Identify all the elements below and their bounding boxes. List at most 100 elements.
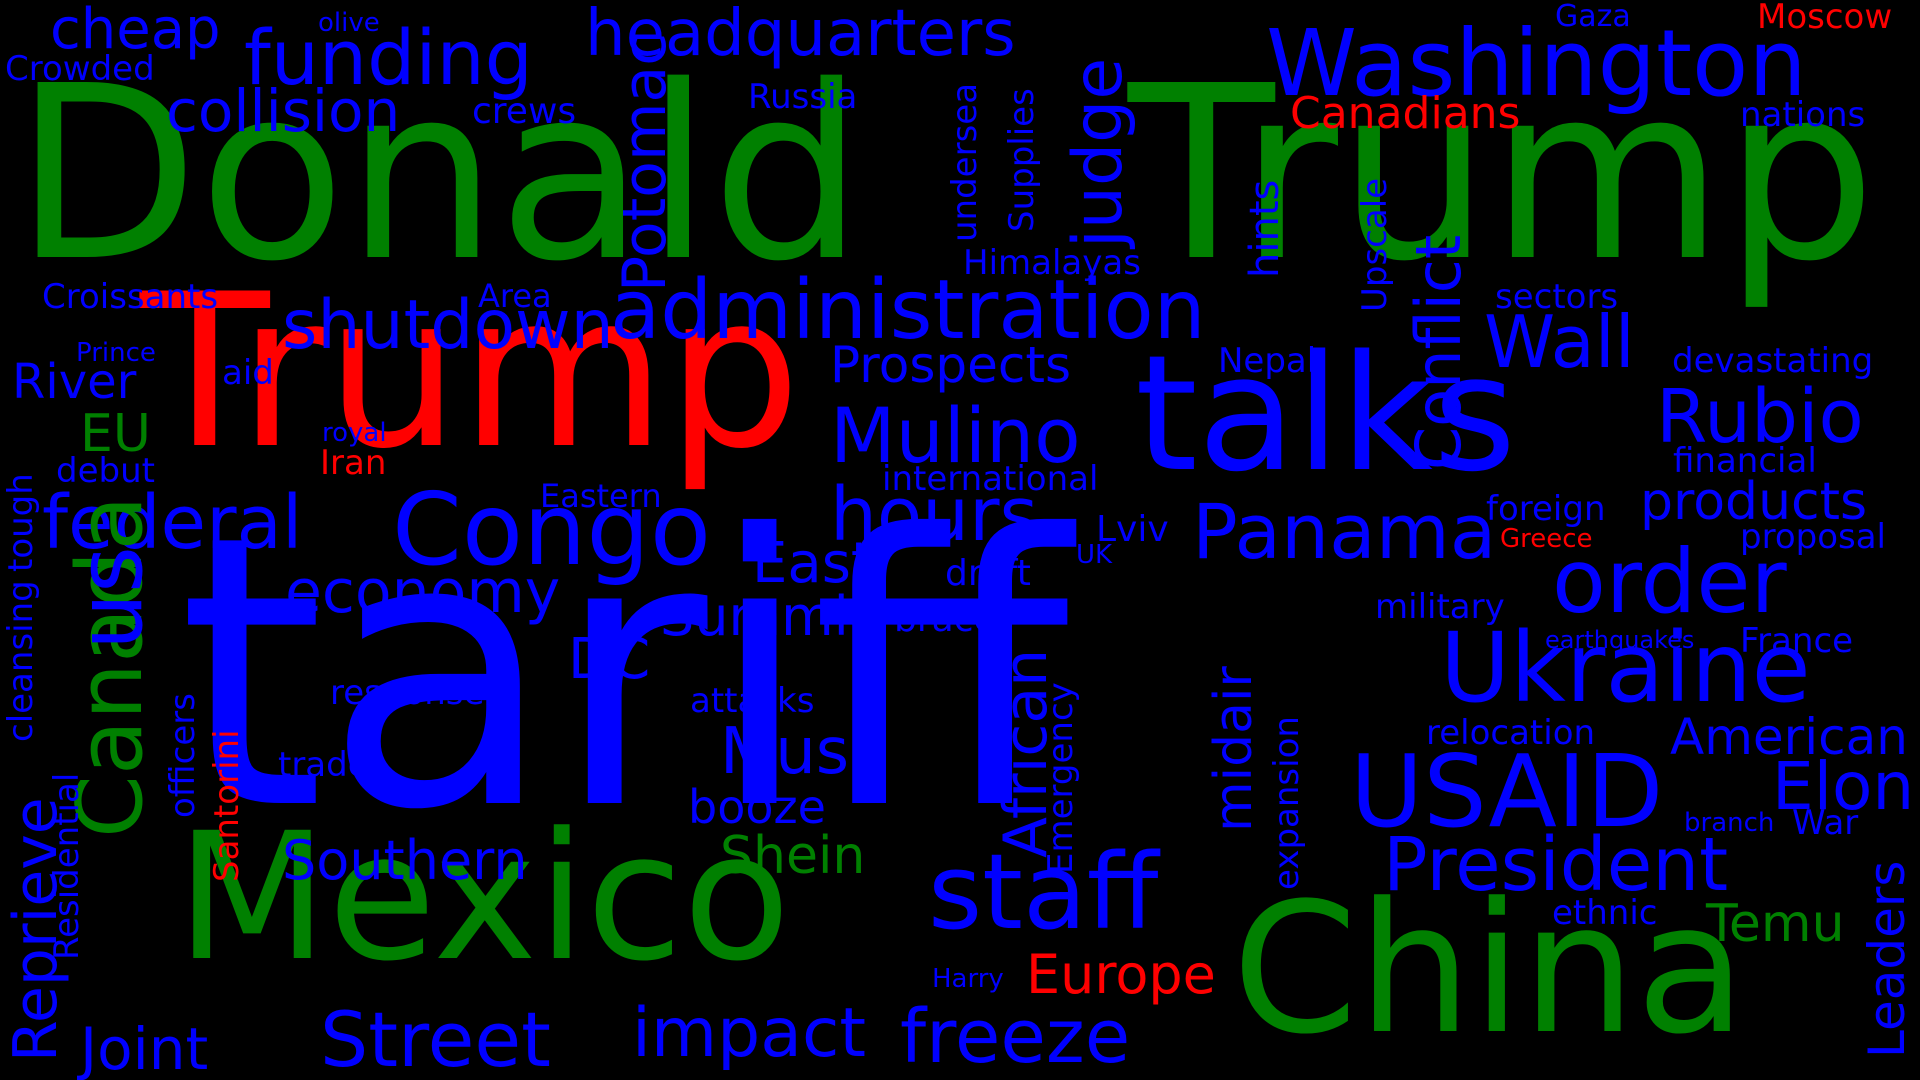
- word-olive: olive: [318, 8, 380, 38]
- word-order: order: [1552, 530, 1787, 633]
- word-panama: Panama: [1192, 487, 1497, 576]
- word-collision: collision: [166, 77, 401, 145]
- word-river: River: [12, 354, 137, 410]
- word-crews: crews: [472, 91, 577, 132]
- word-potomac: Potomac: [610, 32, 680, 292]
- word-street: Street: [320, 995, 551, 1080]
- word-conflict: Conflict: [1402, 234, 1475, 470]
- word-joint: Joint: [80, 1015, 209, 1080]
- word-military: military: [1375, 587, 1505, 627]
- word-croissants: Croissants: [42, 277, 219, 317]
- word-federal: federal: [42, 480, 303, 566]
- word-supplies: Supplies: [1002, 88, 1042, 232]
- word-talks: talks: [1135, 320, 1517, 507]
- word-hours: hours: [830, 472, 1039, 558]
- word-us: us: [58, 546, 163, 650]
- word-products: products: [1640, 472, 1868, 532]
- word-china: China: [1232, 865, 1747, 1074]
- word-mexico: Mexico: [176, 795, 791, 1000]
- word-judge: judge: [1059, 57, 1138, 248]
- word-residential: Residential: [47, 772, 87, 960]
- word-midair: midair: [1204, 666, 1264, 832]
- word-war: War: [1792, 803, 1859, 843]
- word-trade: trade: [278, 745, 369, 785]
- word-nepal: Nepal: [1218, 341, 1317, 381]
- word-staff: staff: [928, 831, 1159, 953]
- word-royal: royal: [322, 418, 387, 448]
- word-hints: hints: [1242, 179, 1288, 278]
- word-eu: EU: [80, 404, 151, 464]
- word-draft: draft: [945, 553, 1031, 594]
- word-president: President: [1383, 822, 1729, 908]
- word-attacks: attacks: [690, 681, 815, 721]
- word-freeze: freeze: [900, 994, 1131, 1080]
- word-cheap: cheap: [50, 0, 221, 62]
- word-trump-red: Trump: [140, 248, 801, 495]
- word-uk: UK: [1076, 540, 1113, 570]
- word-area: Area: [478, 277, 552, 315]
- word-prospects: Prospects: [830, 336, 1072, 394]
- word-russia: Russia: [748, 77, 858, 117]
- word-crowded: Crowded: [5, 49, 155, 89]
- word-dc: DC: [568, 627, 651, 692]
- word-lviv: Lviv: [1096, 509, 1169, 550]
- word-wall: Wall: [1484, 300, 1635, 384]
- word-tariff: tariff: [178, 457, 1070, 892]
- word-shein: Shein: [720, 826, 866, 886]
- word-shutdown: shutdown: [282, 286, 614, 365]
- word-canadians: Canadians: [1290, 88, 1521, 139]
- word-cleansing: cleansing: [1, 580, 41, 742]
- word-prince: Prince: [76, 338, 156, 368]
- word-expansion: expansion: [1267, 716, 1307, 890]
- word-relocation: relocation: [1426, 713, 1596, 753]
- word-impact: impact: [632, 994, 867, 1073]
- word-east: East: [752, 531, 873, 596]
- word-usaid: USAID: [1350, 733, 1664, 850]
- word-iran: Iran: [320, 443, 387, 483]
- word-himalayas: Himalayas: [963, 243, 1141, 283]
- word-sectors: sectors: [1495, 277, 1619, 317]
- word-international: international: [882, 459, 1099, 499]
- word-ukraine: Ukraine: [1440, 612, 1811, 724]
- word-temu: Temu: [1706, 894, 1845, 954]
- word-donald: Donald: [14, 34, 864, 314]
- word-trump-green: Trump: [1128, 34, 1877, 314]
- word-southern: Southern: [282, 829, 528, 892]
- word-foreign: foreign: [1486, 489, 1606, 529]
- word-congo: Congo: [392, 471, 712, 588]
- word-washington: Washington: [1266, 10, 1807, 117]
- word-gaza: Gaza: [1555, 0, 1631, 34]
- word-headquarters: headquarters: [585, 0, 1016, 71]
- word-upscale: Upscale: [1355, 177, 1395, 312]
- word-proposal: proposal: [1740, 517, 1886, 557]
- word-devastating: devastating: [1672, 341, 1874, 381]
- word-debut: debut: [56, 451, 155, 491]
- word-rubio: Rubio: [1656, 374, 1864, 460]
- word-economy: economy: [285, 557, 561, 627]
- word-leaders: Leaders: [1858, 860, 1916, 1059]
- word-undersea: undersea: [945, 82, 985, 242]
- word-administration: administration: [610, 263, 1206, 358]
- word-branch: branch: [1684, 808, 1775, 838]
- word-funding: funding: [244, 13, 533, 102]
- word-financial: financial: [1673, 441, 1817, 481]
- word-harry: Harry: [932, 964, 1004, 994]
- word-france: France: [1740, 621, 1854, 661]
- word-santorini: Santorini: [207, 729, 247, 882]
- word-nations: nations: [1740, 95, 1866, 135]
- word-musk: Musk: [720, 715, 887, 789]
- word-eastern: Eastern: [540, 477, 662, 515]
- word-tough: tough: [1, 473, 41, 572]
- word-earthquakes: earthquakes: [1545, 626, 1695, 654]
- word-brace: brace: [894, 599, 996, 640]
- word-europe: Europe: [1026, 943, 1216, 1006]
- word-aid: aid: [222, 353, 274, 393]
- word-elon: Elon: [1772, 748, 1915, 825]
- word-mulino: Mulino: [830, 391, 1081, 480]
- word-american: American: [1670, 708, 1908, 766]
- word-ethnic: ethnic: [1552, 893, 1658, 933]
- word-officers: officers: [163, 693, 203, 818]
- word-booze: booze: [688, 780, 826, 834]
- word-response: response: [330, 673, 485, 713]
